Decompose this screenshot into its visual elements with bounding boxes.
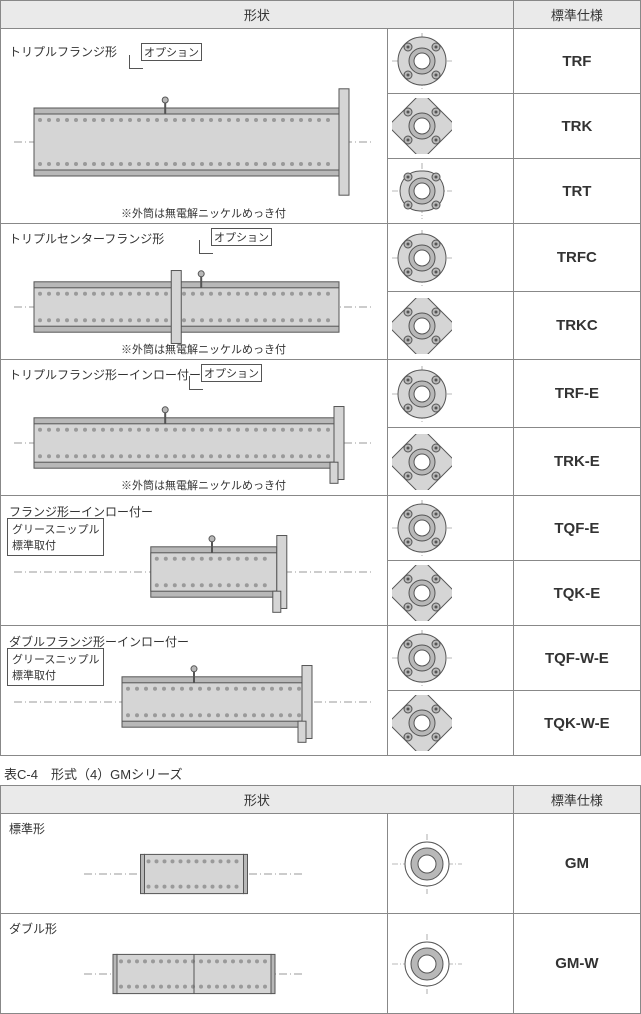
spec-code: TRF-E (513, 360, 640, 428)
note: ※外筒は無電解ニッケルめっき付 (121, 477, 286, 493)
table-shapes-1: 形状 標準仕様 トリプルフランジ形オプション ※外筒は無電解ニッケルめっき付 T… (0, 0, 641, 756)
flange-view (387, 360, 513, 428)
flange-view (387, 691, 513, 756)
option-label: オプション (201, 364, 262, 382)
option-leader (189, 376, 203, 390)
shape-cell: トリプルフランジ形ーインロー付ーオプション ※外筒は無電解ニッケルめっき付 (1, 360, 388, 496)
header-spec-1: 標準仕様 (513, 1, 640, 29)
flange-view (387, 496, 513, 561)
spec-code: TRK (513, 94, 640, 159)
spec-code: TQF-W-E (513, 626, 640, 691)
flange-view (387, 428, 513, 496)
gm-spec-code: GM-W (513, 914, 640, 1014)
side-diagram (5, 72, 383, 212)
shape-cell: ダブルフランジ形ーインロー付ーグリースニップル 標準取付 (1, 626, 388, 756)
gm-shape-cell: ダブル形 (1, 914, 388, 1014)
flange-view (387, 561, 513, 626)
spec-code: TRKC (513, 292, 640, 360)
gm-title: 標準形 (5, 818, 383, 839)
spec-code: TRT (513, 159, 640, 224)
page-container: 形状 標準仕様 トリプルフランジ形オプション ※外筒は無電解ニッケルめっき付 T… (0, 0, 641, 1014)
spec-code: TRF (513, 29, 640, 94)
gm-shape-cell: 標準形 (1, 814, 388, 914)
spec-code: TRK-E (513, 428, 640, 496)
nipple-box: グリースニップル 標準取付 (7, 648, 104, 686)
flange-view (387, 626, 513, 691)
gm-side-diagram (5, 839, 383, 909)
option-leader (199, 240, 213, 254)
table2-caption: 表C-4 形式（4）GMシリーズ (0, 756, 641, 785)
gm-title: ダブル形 (5, 918, 383, 939)
header-shape-2: 形状 (1, 786, 514, 814)
shape-cell: トリプルセンターフランジ形オプション ※外筒は無電解ニッケルめっき付 (1, 224, 388, 360)
flange-view (387, 29, 513, 94)
spec-code: TQK-W-E (513, 691, 640, 756)
gm-front-view (387, 914, 513, 1014)
spec-code: TQK-E (513, 561, 640, 626)
note: ※外筒は無電解ニッケルめっき付 (121, 205, 286, 221)
nipple-box: グリースニップル 標準取付 (7, 518, 104, 556)
shape-cell: フランジ形ーインロー付ーグリースニップル 標準取付 (1, 496, 388, 626)
flange-view (387, 224, 513, 292)
flange-view (387, 292, 513, 360)
header-spec-2: 標準仕様 (513, 786, 640, 814)
table-shapes-2: 形状 標準仕様 標準形 GM ダブル形 GM-W (0, 785, 641, 1014)
option-leader (129, 55, 143, 69)
option-label: オプション (141, 43, 202, 61)
gm-spec-code: GM (513, 814, 640, 914)
shape-title: トリプルセンターフランジ形 (5, 228, 383, 249)
header-shape-1: 形状 (1, 1, 514, 29)
shape-cell: トリプルフランジ形オプション ※外筒は無電解ニッケルめっき付 (1, 29, 388, 224)
note: ※外筒は無電解ニッケルめっき付 (121, 341, 286, 357)
option-label: オプション (211, 228, 272, 246)
gm-side-diagram (5, 939, 383, 1009)
spec-code: TQF-E (513, 496, 640, 561)
flange-view (387, 94, 513, 159)
gm-front-view (387, 814, 513, 914)
flange-view (387, 159, 513, 224)
spec-code: TRFC (513, 224, 640, 292)
